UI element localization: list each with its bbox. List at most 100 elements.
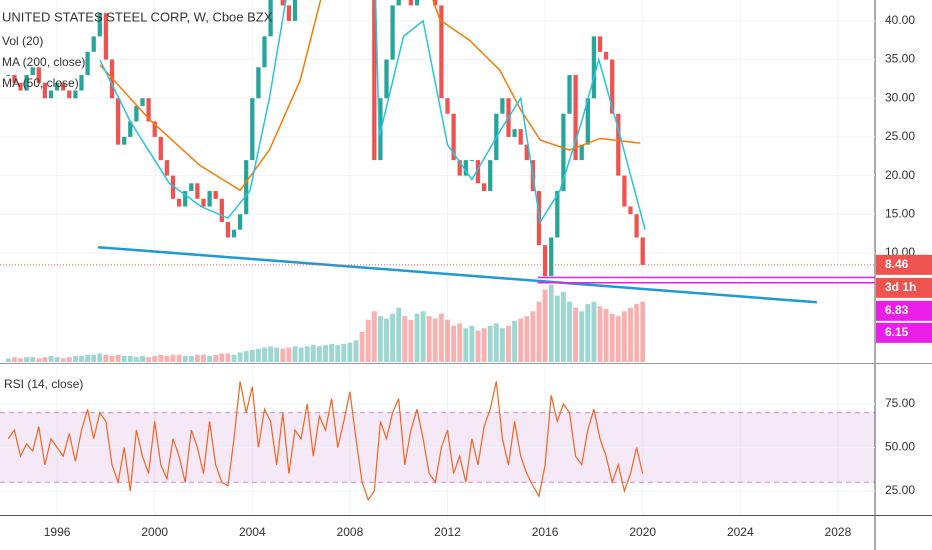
volume-bar (420, 311, 426, 362)
candle (445, 98, 450, 114)
volume-bar (634, 304, 640, 362)
volume-bar (475, 330, 481, 362)
rsi-tick-label: 75.00 (885, 396, 915, 410)
x-tick-label: 2000 (141, 525, 168, 539)
candle (524, 144, 529, 161)
rsi-tick-label: 50.00 (885, 440, 915, 454)
rsi-pane (0, 365, 875, 515)
candle (439, 5, 444, 99)
moving-average (99, 0, 641, 192)
rsi-line (7, 381, 644, 501)
volume-bar (170, 354, 176, 362)
y-tick-label: 40.00 (885, 13, 915, 27)
volume-bar (451, 325, 457, 362)
y-tick-label: 20.00 (885, 168, 915, 182)
volume-bar (432, 318, 438, 362)
candle (500, 98, 505, 114)
volume-bar (54, 357, 60, 362)
candle (195, 183, 200, 199)
x-tick-label: 2016 (532, 525, 559, 539)
candle (97, 13, 102, 37)
candle (183, 191, 188, 207)
candle (433, 0, 438, 6)
candle (207, 191, 212, 207)
volume-bar (524, 316, 530, 362)
candle (610, 59, 615, 114)
volume-bar (219, 353, 225, 362)
volume-bar (567, 301, 572, 362)
countdown-label: 3d 1h (885, 280, 916, 294)
moving-average (99, 0, 646, 230)
volume-bar (414, 313, 420, 362)
volume-bar (396, 307, 402, 362)
volume-bar (274, 347, 280, 362)
candle (475, 160, 481, 184)
volume-bar (213, 354, 219, 362)
volume-bar (249, 349, 255, 362)
volume-bar (182, 355, 188, 362)
volume-bar (194, 354, 200, 362)
volume-bar (445, 319, 450, 362)
candle (158, 136, 163, 161)
volume-bar (18, 358, 23, 362)
volume-bar (158, 354, 164, 362)
candle (244, 160, 249, 215)
volume-bar (402, 316, 408, 362)
volume-bar (615, 316, 621, 362)
candle (262, 36, 267, 68)
volume-bar (66, 357, 72, 362)
candle (549, 237, 554, 277)
volume-bar (481, 328, 487, 362)
volume-bar (207, 355, 213, 362)
candle (286, 5, 292, 21)
candle (292, 0, 298, 21)
candle (634, 214, 639, 238)
candle (122, 136, 127, 145)
volume-bar (560, 292, 566, 362)
volume-bar (176, 354, 182, 362)
candle (256, 67, 261, 99)
volume-bar (499, 328, 505, 362)
volume-bar (146, 357, 152, 362)
volume-bar (347, 342, 353, 362)
volume-bar (316, 346, 322, 362)
level-label-bg (876, 300, 932, 321)
volume-bar (518, 318, 524, 362)
legend-entry: MA (50, close) (2, 76, 79, 90)
volume-bar (42, 357, 48, 362)
x-tick-label: 2024 (727, 525, 754, 539)
volume-bar (463, 328, 469, 362)
legend-entry: Vol (20) (2, 34, 43, 48)
volume-bar (140, 355, 145, 362)
candle (384, 59, 389, 99)
chart-title: UNITED STATES STEEL CORP, W, Cboe BZX (2, 9, 273, 24)
candle (481, 183, 487, 192)
volume-bar (91, 354, 97, 362)
candle (488, 160, 493, 192)
volume-bar (621, 311, 627, 362)
candle (18, 82, 23, 91)
volume-bar (11, 357, 17, 362)
volume-bar (554, 295, 560, 362)
volume-bar (487, 325, 493, 362)
volume-bar (365, 319, 371, 362)
y-tick-label: 25.00 (885, 129, 915, 143)
candle (146, 98, 151, 122)
x-tick-label: 1996 (44, 525, 71, 539)
candle (225, 221, 231, 238)
candle (250, 98, 255, 161)
candle (469, 160, 475, 162)
volume-bar (377, 316, 383, 362)
volume-bar (255, 348, 261, 362)
volume-bar (97, 353, 103, 362)
volume-bar (384, 318, 389, 362)
rsi-tick-label: 25.00 (885, 483, 915, 497)
volume-bar (329, 343, 335, 362)
y-tick-label: 30.00 (885, 90, 915, 104)
candle (170, 175, 176, 199)
trendline (97, 245, 818, 304)
level-label-bg (876, 322, 932, 343)
candle (91, 36, 96, 52)
candle (176, 198, 182, 207)
volume-bar (341, 343, 347, 362)
